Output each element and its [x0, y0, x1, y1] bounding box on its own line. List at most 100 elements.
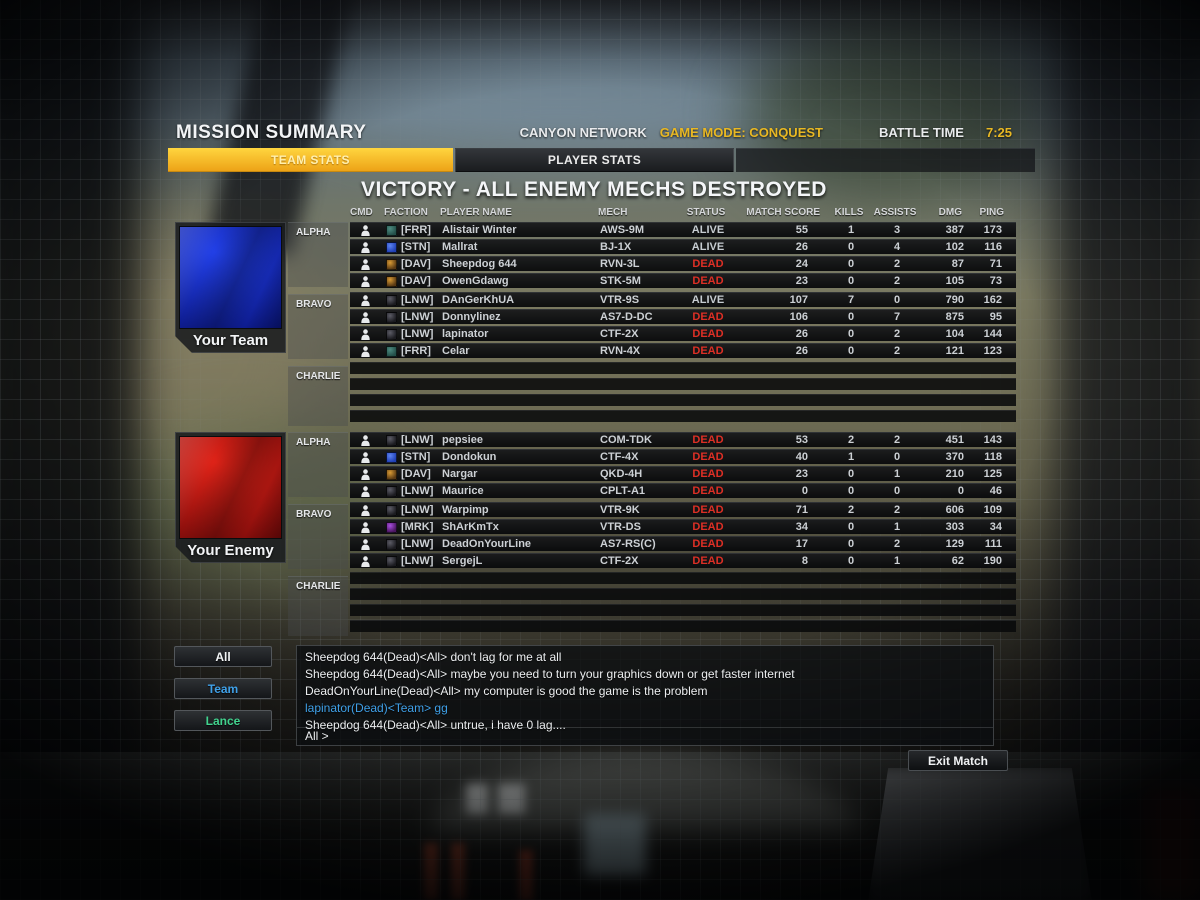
ping-value: 73: [989, 275, 1002, 287]
faction-tag: [DAV]: [401, 258, 431, 270]
damage-value: 0: [957, 485, 964, 497]
lance-rows-charlie: [350, 572, 1016, 632]
damage-value: 87: [951, 258, 964, 270]
damage-value: 451: [945, 434, 964, 446]
chat-filter-team[interactable]: Team: [174, 678, 272, 699]
chat-filter-buttons: All Team Lance: [174, 646, 272, 742]
faction-tag: [LNW]: [401, 538, 434, 550]
tab-player-stats[interactable]: PLAYER STATS: [455, 148, 734, 172]
damage-value: 104: [945, 328, 964, 340]
player-row[interactable]: [LNW] DAnGerKhUA VTR-9S ALIVE 107 7 0 790 162: [350, 292, 1016, 307]
lance-name: BRAVO: [296, 509, 332, 520]
player-row[interactable]: [DAV] Sheepdog 644 RVN-3L DEAD 24 0 2 87 71: [350, 256, 1016, 271]
empty-slot: [350, 588, 1016, 600]
kills-value: 7: [847, 294, 855, 306]
player-row[interactable]: [DAV] OwenGdawg STK-5M DEAD 23 0 2 105 73: [350, 273, 1016, 288]
chat-message: Sheepdog 644(Dead)<All> untrue, i have 0…: [305, 718, 566, 732]
player-row[interactable]: [FRR] Alistair Winter AWS-9M ALIVE 55 1 3 387 17…: [350, 222, 1016, 237]
status-badge: DEAD: [692, 434, 724, 446]
player-row[interactable]: [LNW] lapinator CTF-2X DEAD 26 0 2 104 144: [350, 326, 1016, 341]
damage-value: 129: [945, 538, 964, 550]
mech-name: COM-TDK: [600, 434, 652, 446]
pilot-icon: [350, 241, 380, 253]
battle-time-value: 7:25: [985, 125, 1012, 140]
empty-slot: [350, 362, 1016, 374]
faction-icon-lnw: [386, 555, 397, 567]
pilot-icon: [350, 328, 380, 340]
faction-icon-lnw: [386, 485, 397, 497]
faction-icon-frr: [386, 345, 397, 357]
player-name: Warpimp: [442, 504, 489, 516]
player-row[interactable]: [LNW] Warpimp VTR-9K DEAD 71 2 2 606 109: [350, 502, 1016, 517]
team-flag-panel: Your Team: [175, 222, 286, 353]
player-row[interactable]: [LNW] pepsiee COM-TDK DEAD 53 2 2 451 143: [350, 432, 1016, 447]
player-row[interactable]: [DAV] Nargar QKD-4H DEAD 23 0 1 210 125: [350, 466, 1016, 481]
lance-section-charlie: CHARLIE: [288, 366, 348, 426]
player-row[interactable]: [MRK] ShArKmTx VTR-DS DEAD 34 0 1 303 34: [350, 519, 1016, 534]
player-name: DAnGerKhUA: [442, 294, 515, 306]
status-badge: DEAD: [692, 504, 724, 516]
exit-match-button[interactable]: Exit Match: [908, 750, 1008, 771]
faction-tag: [DAV]: [401, 468, 431, 480]
empty-slot: [350, 410, 1016, 422]
kills-value: 0: [847, 555, 855, 567]
ping-value: 190: [983, 555, 1002, 567]
faction-cell: [LNW]: [380, 485, 434, 497]
pilot-icon: [350, 521, 380, 533]
chat-filter-lance[interactable]: Lance: [174, 710, 272, 731]
match-score: 71: [795, 504, 808, 516]
col-header-mech: MECH: [598, 207, 628, 218]
status-badge: DEAD: [692, 521, 724, 533]
col-header-fac: FACTION: [384, 207, 428, 218]
mech-name: CPLT-A1: [600, 485, 646, 497]
kills-value: 0: [847, 258, 855, 270]
player-name: Maurice: [442, 485, 484, 497]
assists-value: 0: [893, 294, 901, 306]
assists-value: 3: [893, 224, 901, 236]
player-row[interactable]: [LNW] Maurice CPLT-A1 DEAD 0 0 0 0 46: [350, 483, 1016, 498]
ping-value: 162: [983, 294, 1002, 306]
kills-value: 2: [847, 504, 855, 516]
ping-value: 95: [989, 311, 1002, 323]
pilot-icon: [350, 258, 380, 270]
pilot-icon: [350, 468, 380, 480]
faction-tag: [STN]: [401, 241, 431, 253]
mech-name: QKD-4H: [600, 468, 643, 480]
match-score: 53: [795, 434, 808, 446]
player-name: pepsiee: [442, 434, 483, 446]
match-score: 26: [795, 241, 808, 253]
lance-panel: ALPHA BRAVO CHARLIE: [288, 222, 348, 430]
player-name: Celar: [442, 345, 470, 357]
status-badge: DEAD: [692, 258, 724, 270]
faction-icon-lnw: [386, 311, 397, 323]
kills-value: 0: [847, 521, 855, 533]
faction-tag: [MRK]: [401, 521, 434, 533]
status-badge: DEAD: [692, 311, 724, 323]
match-score: 17: [795, 538, 808, 550]
faction-cell: [DAV]: [380, 468, 434, 480]
chat-filter-all[interactable]: All: [174, 646, 272, 667]
status-badge: ALIVE: [691, 241, 725, 253]
empty-slot: [350, 572, 1016, 584]
status-badge: DEAD: [692, 485, 724, 497]
faction-cell: [MRK]: [380, 521, 434, 533]
status-badge: DEAD: [692, 538, 724, 550]
chat-input-prefix[interactable]: All >: [297, 727, 993, 745]
tab-team-stats[interactable]: TEAM STATS: [168, 148, 453, 172]
map-name: CANYON NETWORK: [519, 125, 647, 140]
mech-name: RVN-4X: [600, 345, 641, 357]
player-row[interactable]: [LNW] SergejL CTF-2X DEAD 8 0 1 62 190: [350, 553, 1016, 568]
player-row[interactable]: [STN] Mallrat BJ-1X ALIVE 26 0 4 102 116: [350, 239, 1016, 254]
player-row[interactable]: [LNW] Donnylinez AS7-D-DC DEAD 106 0 7 875 95: [350, 309, 1016, 324]
ally-flag: [179, 226, 282, 329]
player-row[interactable]: [LNW] DeadOnYourLine AS7-RS(C) DEAD 17 0 2 129 1…: [350, 536, 1016, 551]
damage-value: 105: [945, 275, 964, 287]
match-score: 106: [789, 311, 808, 323]
score-table-ally: [FRR] Alistair Winter AWS-9M ALIVE 55 1 3 387 17…: [350, 222, 1016, 430]
player-row[interactable]: [STN] Dondokun CTF-4X DEAD 40 1 0 370 118: [350, 449, 1016, 464]
faction-tag: [LNW]: [401, 294, 434, 306]
empty-slot: [350, 378, 1016, 390]
faction-cell: [LNW]: [380, 555, 434, 567]
empty-slot: [350, 620, 1016, 632]
player-row[interactable]: [FRR] Celar RVN-4X DEAD 26 0 2 121 123: [350, 343, 1016, 358]
